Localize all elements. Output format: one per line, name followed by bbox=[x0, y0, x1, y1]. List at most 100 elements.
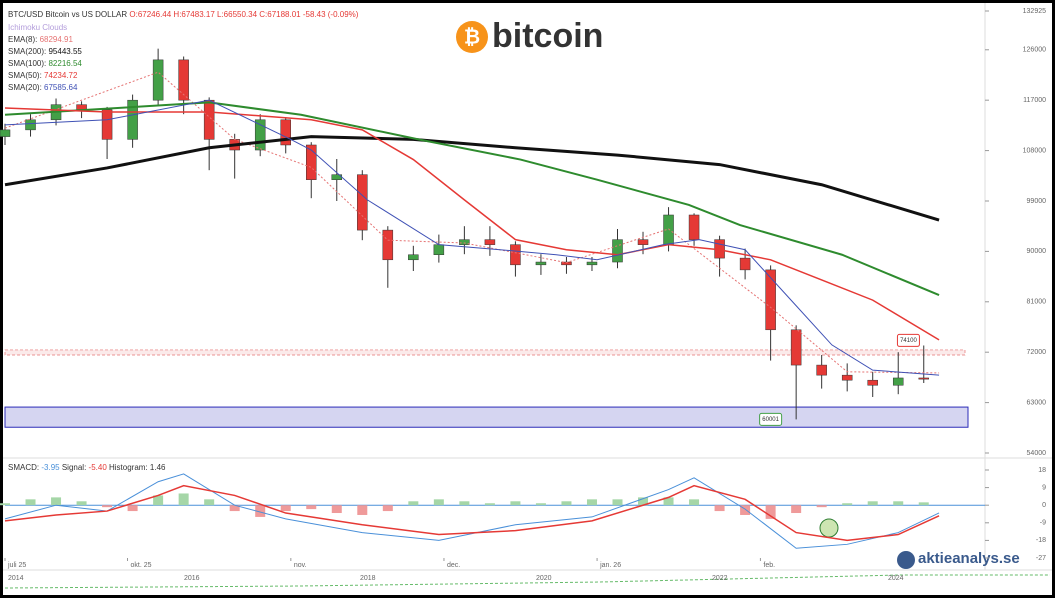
annotation-label: 74100 bbox=[900, 338, 917, 344]
y-tick-label: -27 bbox=[1036, 555, 1046, 562]
y-tick-label: 99000 bbox=[1027, 198, 1047, 205]
y-tick-label: 18 bbox=[1038, 467, 1046, 474]
candle-body bbox=[867, 379, 878, 386]
annotation-label: 60001 bbox=[762, 417, 779, 423]
candle-body bbox=[203, 99, 215, 140]
legend-name: Signal: bbox=[62, 463, 86, 472]
histogram-bar bbox=[229, 505, 240, 512]
histogram-bar bbox=[510, 501, 521, 506]
y-tick-label: 126000 bbox=[1023, 47, 1046, 54]
histogram-bar bbox=[51, 497, 62, 506]
candle-body bbox=[408, 254, 419, 261]
candle-body bbox=[765, 269, 776, 331]
legend-value: 82216.54 bbox=[48, 59, 82, 68]
histogram-bar bbox=[612, 499, 623, 506]
candle-body bbox=[357, 174, 368, 231]
navigator-year: 2018 bbox=[360, 575, 376, 582]
histogram-bar bbox=[459, 501, 470, 506]
y-tick-label: 54000 bbox=[1027, 450, 1047, 457]
legend-note: Ichimoku Clouds bbox=[8, 23, 67, 32]
chart-title: BTC/USD Bitcoin vs US DOLLAR O:67246.44 … bbox=[8, 10, 359, 19]
candle-body bbox=[841, 374, 853, 381]
legend-value: 74234.72 bbox=[44, 71, 78, 80]
candle-body bbox=[561, 261, 572, 266]
legend-value: 67585.64 bbox=[44, 83, 78, 92]
histogram-bar bbox=[306, 505, 317, 510]
logo-icon bbox=[456, 21, 488, 53]
histogram-bar bbox=[586, 499, 597, 506]
histogram-bar bbox=[689, 499, 700, 506]
y-tick-label: 108000 bbox=[1023, 147, 1046, 154]
histogram-bar bbox=[153, 495, 164, 506]
y-tick-label: 0 bbox=[1042, 502, 1046, 509]
annotation-box bbox=[896, 333, 920, 347]
resistance-band bbox=[4, 349, 966, 356]
histogram-bar bbox=[331, 505, 342, 514]
candle-body bbox=[0, 129, 11, 137]
histogram-bar bbox=[357, 505, 368, 515]
histogram-bar bbox=[178, 493, 189, 506]
overlay-line bbox=[4, 71, 940, 374]
legend-name: SMA(20): bbox=[8, 83, 42, 92]
y-tick-label: 90000 bbox=[1027, 248, 1047, 255]
watermark-icon bbox=[897, 551, 915, 569]
histogram-bar bbox=[561, 501, 572, 506]
legend-name: EMA(8): bbox=[8, 35, 37, 44]
candle-body bbox=[254, 119, 266, 151]
histogram-bar bbox=[816, 505, 827, 508]
histogram-bar bbox=[535, 503, 546, 506]
candle-body bbox=[586, 261, 598, 266]
legend-entry: SMA(20): 67585.64 bbox=[8, 83, 78, 92]
candle-body bbox=[510, 244, 521, 266]
legend-value: 1.46 bbox=[150, 463, 166, 472]
candle-body bbox=[637, 239, 649, 245]
macd-line bbox=[4, 484, 940, 542]
y-tick-label: 63000 bbox=[1027, 399, 1047, 406]
overlay-line bbox=[4, 135, 940, 222]
candle-body bbox=[178, 59, 189, 101]
x-tick-label: okt. 25 bbox=[131, 562, 152, 569]
x-tick-label: feb. bbox=[763, 562, 775, 569]
y-tick-label: 117000 bbox=[1023, 97, 1046, 104]
candle-body bbox=[433, 244, 445, 256]
macd-legend: SMACD: -3.95 Signal: -5.40 Histogram: 1.… bbox=[8, 463, 166, 472]
histogram-bar bbox=[0, 503, 10, 506]
histogram-bar bbox=[740, 505, 751, 515]
y-tick-label: 72000 bbox=[1027, 349, 1047, 356]
support-zone bbox=[4, 406, 969, 428]
y-tick-label: -18 bbox=[1036, 537, 1046, 544]
legend-value: 68294.91 bbox=[40, 35, 74, 44]
histogram-bar bbox=[791, 505, 802, 514]
navigator-year: 2024 bbox=[888, 575, 904, 582]
logo-text: bitcoin bbox=[492, 17, 603, 55]
histogram-bar bbox=[918, 502, 929, 506]
y-tick-label: -9 bbox=[1040, 520, 1046, 527]
candle-body bbox=[101, 109, 113, 140]
legend-value: -5.40 bbox=[89, 463, 108, 472]
candle-body bbox=[459, 239, 470, 245]
legend-value: 95443.55 bbox=[48, 47, 82, 56]
watermark-text: aktieanalys.se bbox=[918, 550, 1020, 567]
candle-body bbox=[612, 239, 623, 263]
navigator-year: 2022 bbox=[712, 575, 728, 582]
histogram-bar bbox=[382, 505, 393, 512]
candle-body bbox=[918, 377, 929, 380]
legend-name: SMA(200): bbox=[8, 47, 46, 56]
histogram-bar bbox=[714, 505, 725, 512]
histogram-bar bbox=[484, 503, 495, 506]
candle-body bbox=[382, 229, 394, 261]
title: BTC/USD Bitcoin vs US DOLLAR bbox=[8, 10, 127, 19]
logo-symbol: ₿ bbox=[464, 26, 480, 48]
histogram-bar bbox=[127, 505, 138, 512]
histogram-bar bbox=[867, 501, 878, 506]
candle-body bbox=[280, 119, 291, 146]
legend-entry: EMA(8): 68294.91 bbox=[8, 35, 73, 44]
subtitle: O:67246.44 H:67483.17 L:66550.34 C:67188… bbox=[129, 10, 358, 19]
legend-entry: SMA(100): 82216.54 bbox=[8, 59, 82, 68]
candle-body bbox=[306, 144, 317, 180]
legend-name: Histogram: bbox=[109, 463, 148, 472]
legend-name: SMACD: bbox=[8, 463, 39, 472]
navigator-line bbox=[4, 574, 1050, 589]
